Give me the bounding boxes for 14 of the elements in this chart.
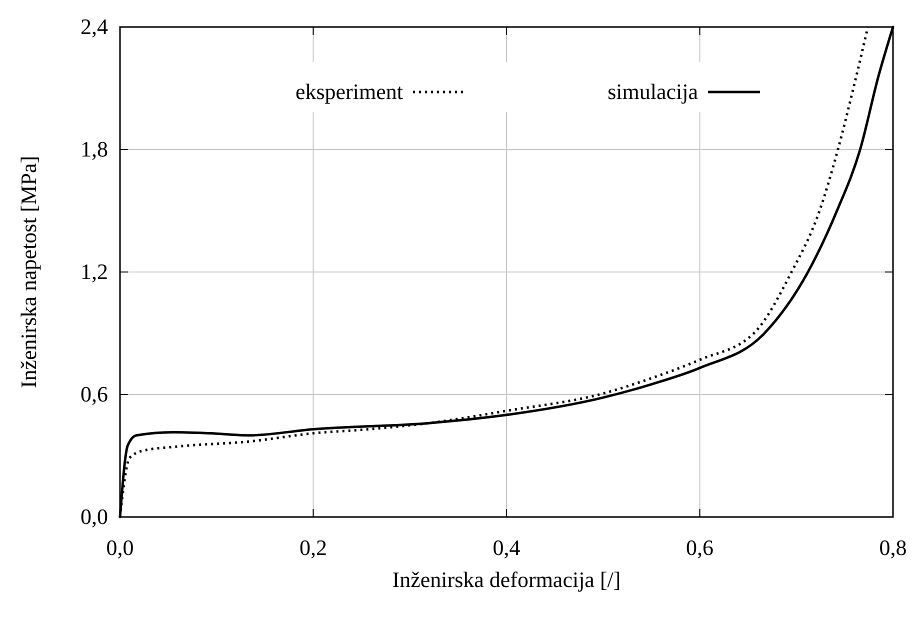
y-tick-label: 1,8	[80, 136, 108, 162]
y-tick-label: 0,6	[80, 382, 108, 406]
x-axis-title: Inženirska deformacija [/]	[392, 567, 621, 592]
y-tick-label: 2,4	[80, 14, 108, 39]
x-tick-label: 0,6	[686, 535, 714, 560]
legend-label: simulacija	[608, 79, 698, 104]
x-tick-label: 0,2	[300, 535, 327, 560]
legend-label: eksperiment	[295, 79, 403, 104]
y-tick-label: 0,0	[80, 504, 108, 529]
x-tick-label: 0,4	[492, 535, 520, 560]
y-tick-label: 1,2	[80, 259, 108, 284]
x-tick-label: 0,0	[106, 535, 134, 560]
y-axis-title: Inženirska napetost [MPa]	[16, 156, 41, 388]
x-tick-label: 0,8	[879, 535, 907, 560]
